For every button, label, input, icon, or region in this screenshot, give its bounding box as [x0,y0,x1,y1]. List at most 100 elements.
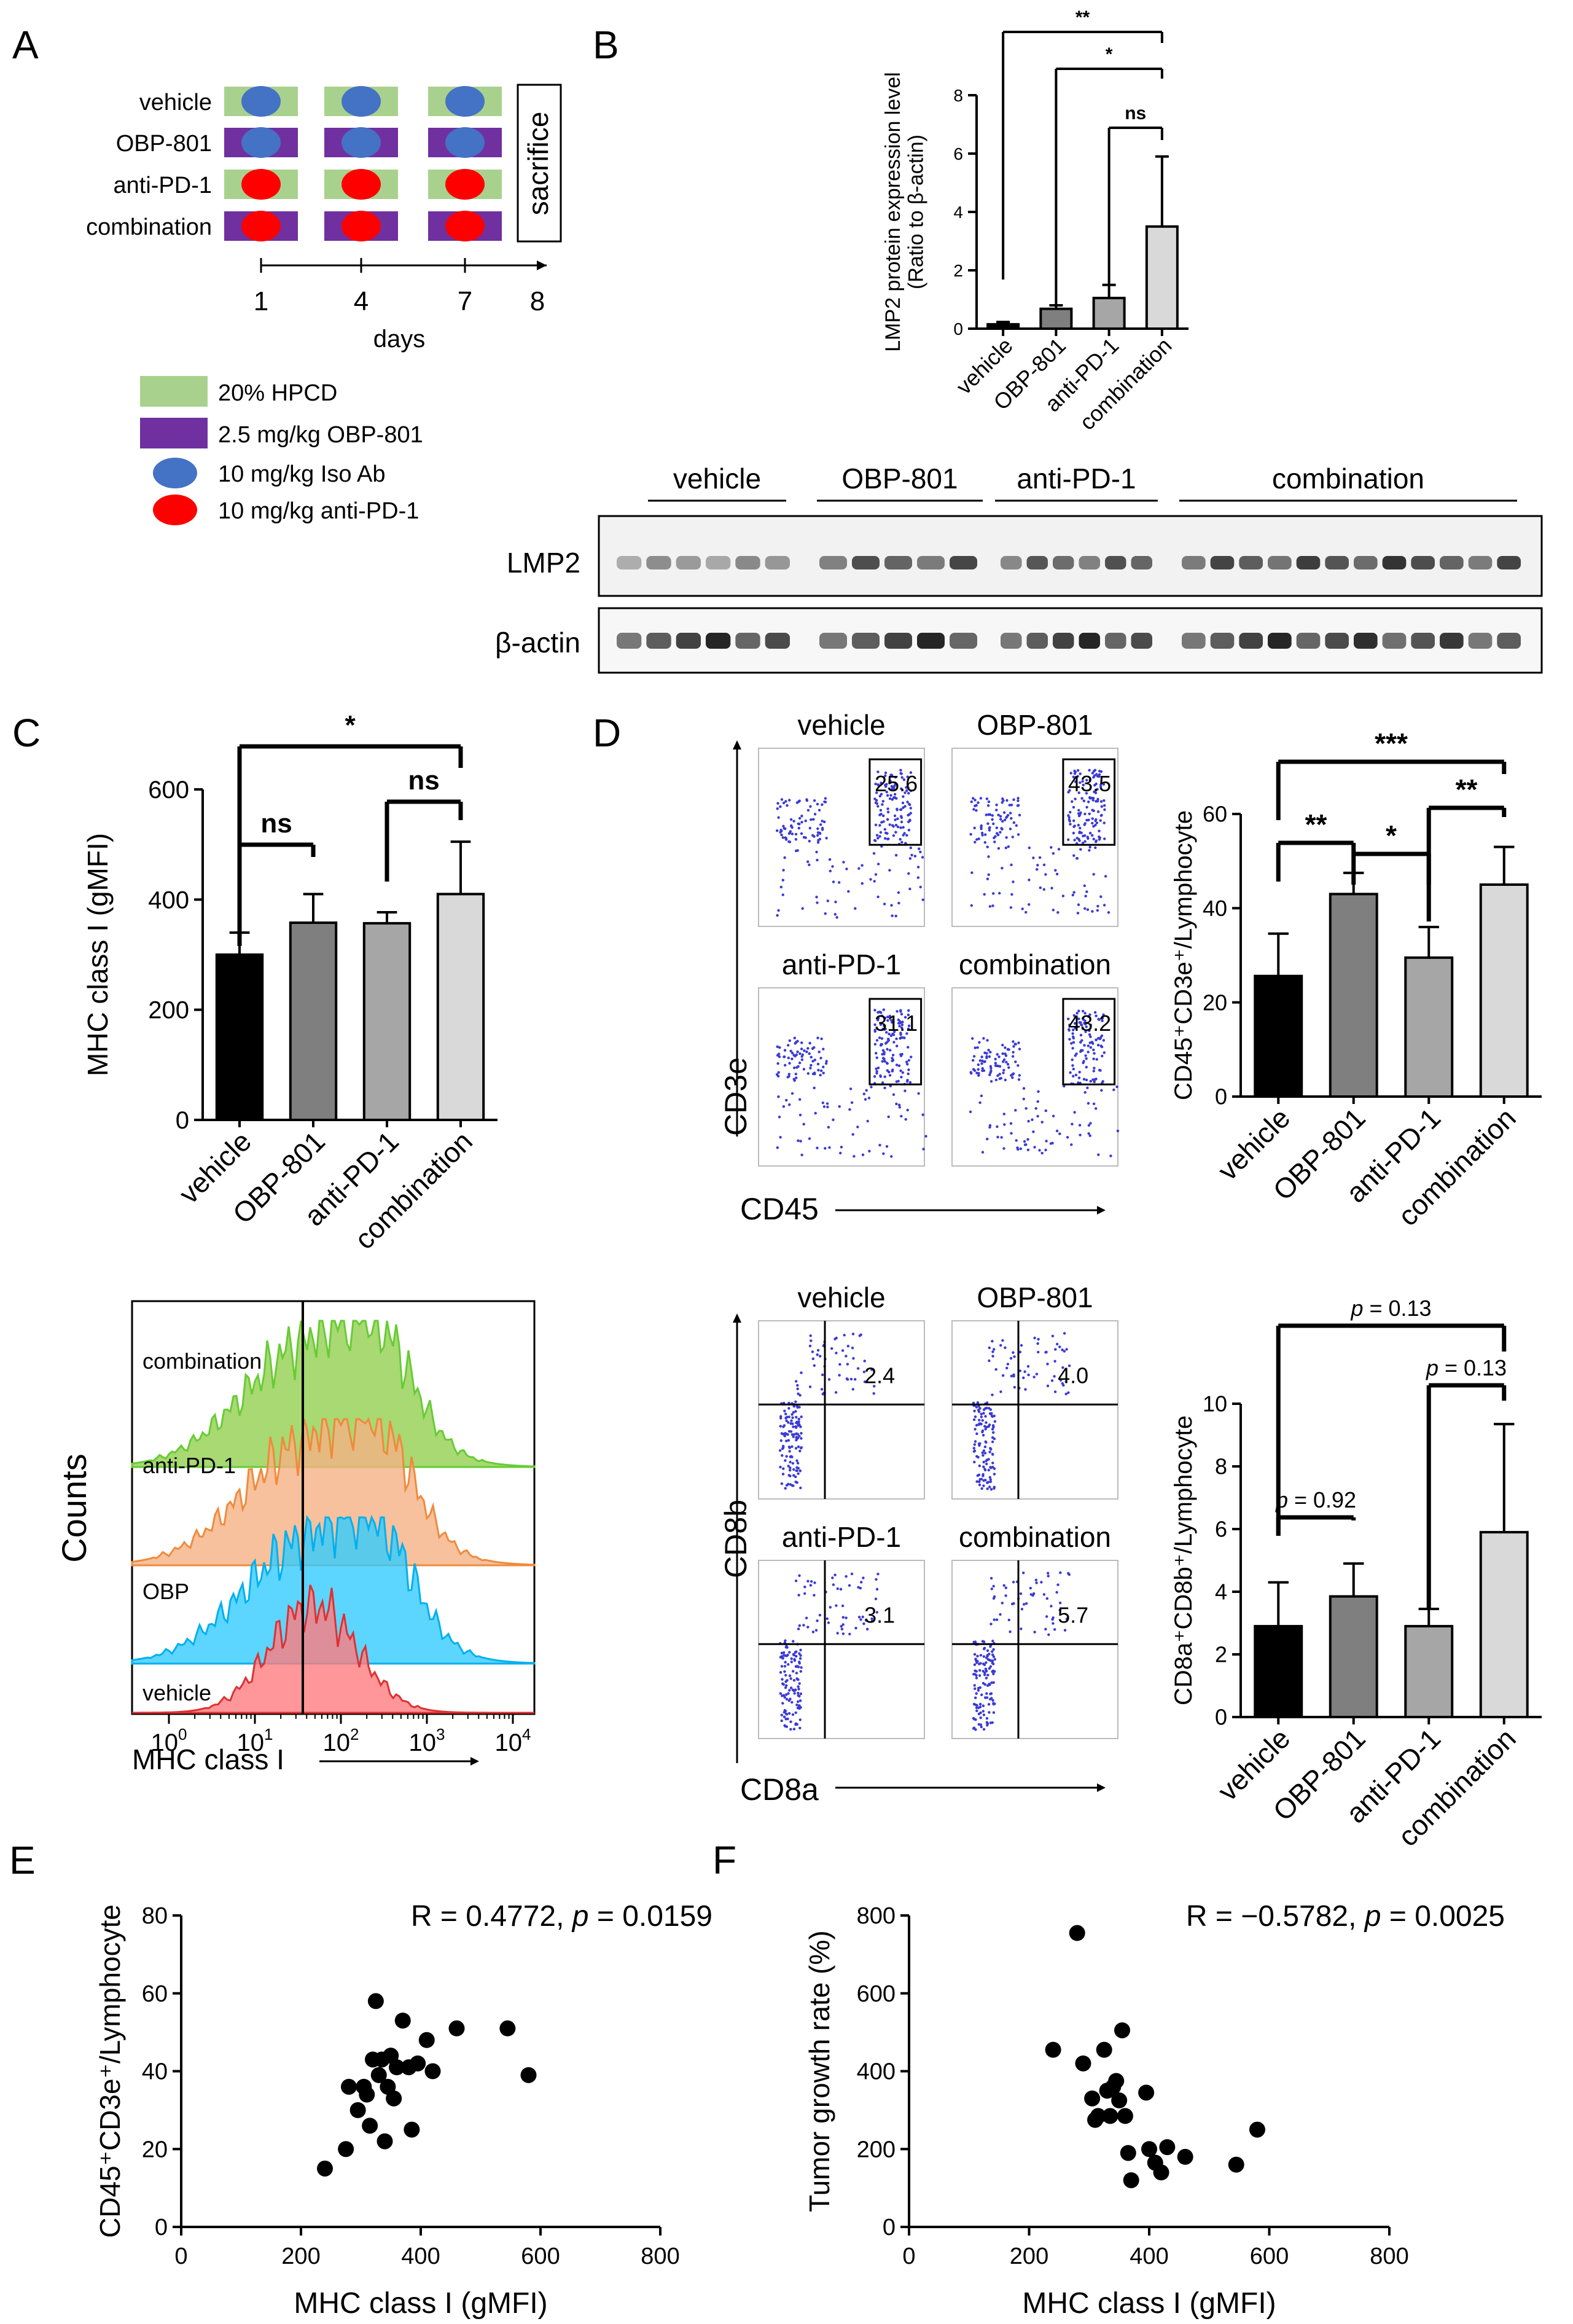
histogram-series-label: OBP [142,1579,189,1604]
flow-event [995,1618,999,1621]
flow-event [1099,1036,1103,1039]
flow-event [975,809,978,812]
x-tick-exponent: 0 [178,1725,187,1743]
flow-event [991,1350,994,1353]
flow-event [1092,837,1095,841]
flow-event [1025,1107,1028,1110]
flow-event [809,1334,812,1337]
data-point [1153,2164,1169,2181]
y-axis-label-2: (Ratio to β-actin) [904,135,927,289]
flow-event [881,800,885,803]
flow-event [798,1449,802,1453]
x-axis-label: CD45 [740,1192,819,1226]
flow-event [1012,798,1015,801]
flow-event [1052,852,1055,855]
flow-event [973,1653,977,1656]
flow-event [992,1431,995,1434]
flow-event [785,1684,788,1687]
flow-event [886,807,889,810]
flow-event [892,796,896,799]
flow-event [900,840,904,844]
flow-event [788,799,791,802]
flow-event [796,1050,799,1054]
y-axis-label: CD45⁺CD3e⁺/Lymphocyte [1170,810,1197,1100]
flow-event [802,1122,805,1126]
flow-event [828,1146,831,1149]
flow-event [1027,1119,1030,1123]
flow-event [824,1062,828,1065]
flow-event [1011,1076,1014,1079]
flow-gate [868,998,923,1086]
flow-event [881,1027,884,1031]
flow-event [836,1587,840,1590]
data-point [1111,2092,1128,2109]
flow-event [786,1653,789,1657]
flow-event [1040,1121,1044,1124]
significance-label: *** [1375,727,1408,759]
flow-event [977,1689,980,1692]
flow-event [781,836,785,839]
flow-event [784,1661,787,1664]
y-tick-label: 0 [1215,1705,1227,1730]
flow-event [1104,875,1107,878]
flow-event [797,1700,800,1704]
flow-event [776,1074,780,1078]
flow-event [982,1704,985,1707]
flow-event [1081,1027,1085,1030]
flow-event [1016,804,1020,807]
flow-event [792,1653,795,1656]
flow-event [996,1053,999,1056]
flow-event [808,1137,811,1140]
flow-event [1082,1018,1085,1021]
flow-event [1069,823,1072,826]
flow-event [1054,1348,1057,1351]
flow-event [913,855,917,858]
flow-event [1094,846,1097,850]
flow-event [894,831,897,834]
flow-event [1017,1078,1021,1081]
flow-event [830,1347,833,1350]
flow-event [1013,1386,1017,1389]
flow-event [988,826,991,830]
flow-event [781,1682,784,1685]
flow-event [987,800,991,804]
flow-event [984,1428,987,1431]
flow-event [798,1113,802,1117]
flow-event [822,1065,825,1069]
y-axis-label: Tumor growth rate (%) [803,1930,835,2212]
flow-event [972,1716,975,1720]
flow-event [794,1689,797,1692]
flow-event [785,1697,789,1701]
flow-event [983,841,987,844]
flow-event [977,1480,981,1484]
flow-event [779,1692,783,1695]
flow-event [878,824,881,827]
flow-event [856,1367,860,1370]
flow-event [975,1659,978,1662]
significance-label: ** [1305,808,1327,840]
flow-event [862,1576,865,1579]
flow-event [870,1368,873,1371]
flow-event [779,1465,782,1469]
flow-event [1092,1048,1095,1052]
flow-event [1023,1140,1026,1143]
flow-event [982,1640,986,1643]
flow-event [1058,1602,1062,1605]
flow-event [1067,1017,1070,1020]
flow-event [1086,835,1090,839]
flow-event [874,873,878,876]
y-axis-label: Counts [55,1453,93,1562]
flow-event [1025,1602,1028,1605]
flow-event [776,1146,779,1149]
flow-event [784,1639,787,1642]
flow-event [1065,1348,1068,1351]
bar-vehicle [1254,974,1303,1098]
flow-event [1072,831,1075,835]
flow-event [799,1140,802,1143]
flow-event [779,885,783,889]
flow-event [986,1458,989,1461]
flow-event [986,845,989,848]
flow-event [800,1371,803,1374]
flow-event [1088,849,1091,852]
flow-event [1067,791,1070,794]
